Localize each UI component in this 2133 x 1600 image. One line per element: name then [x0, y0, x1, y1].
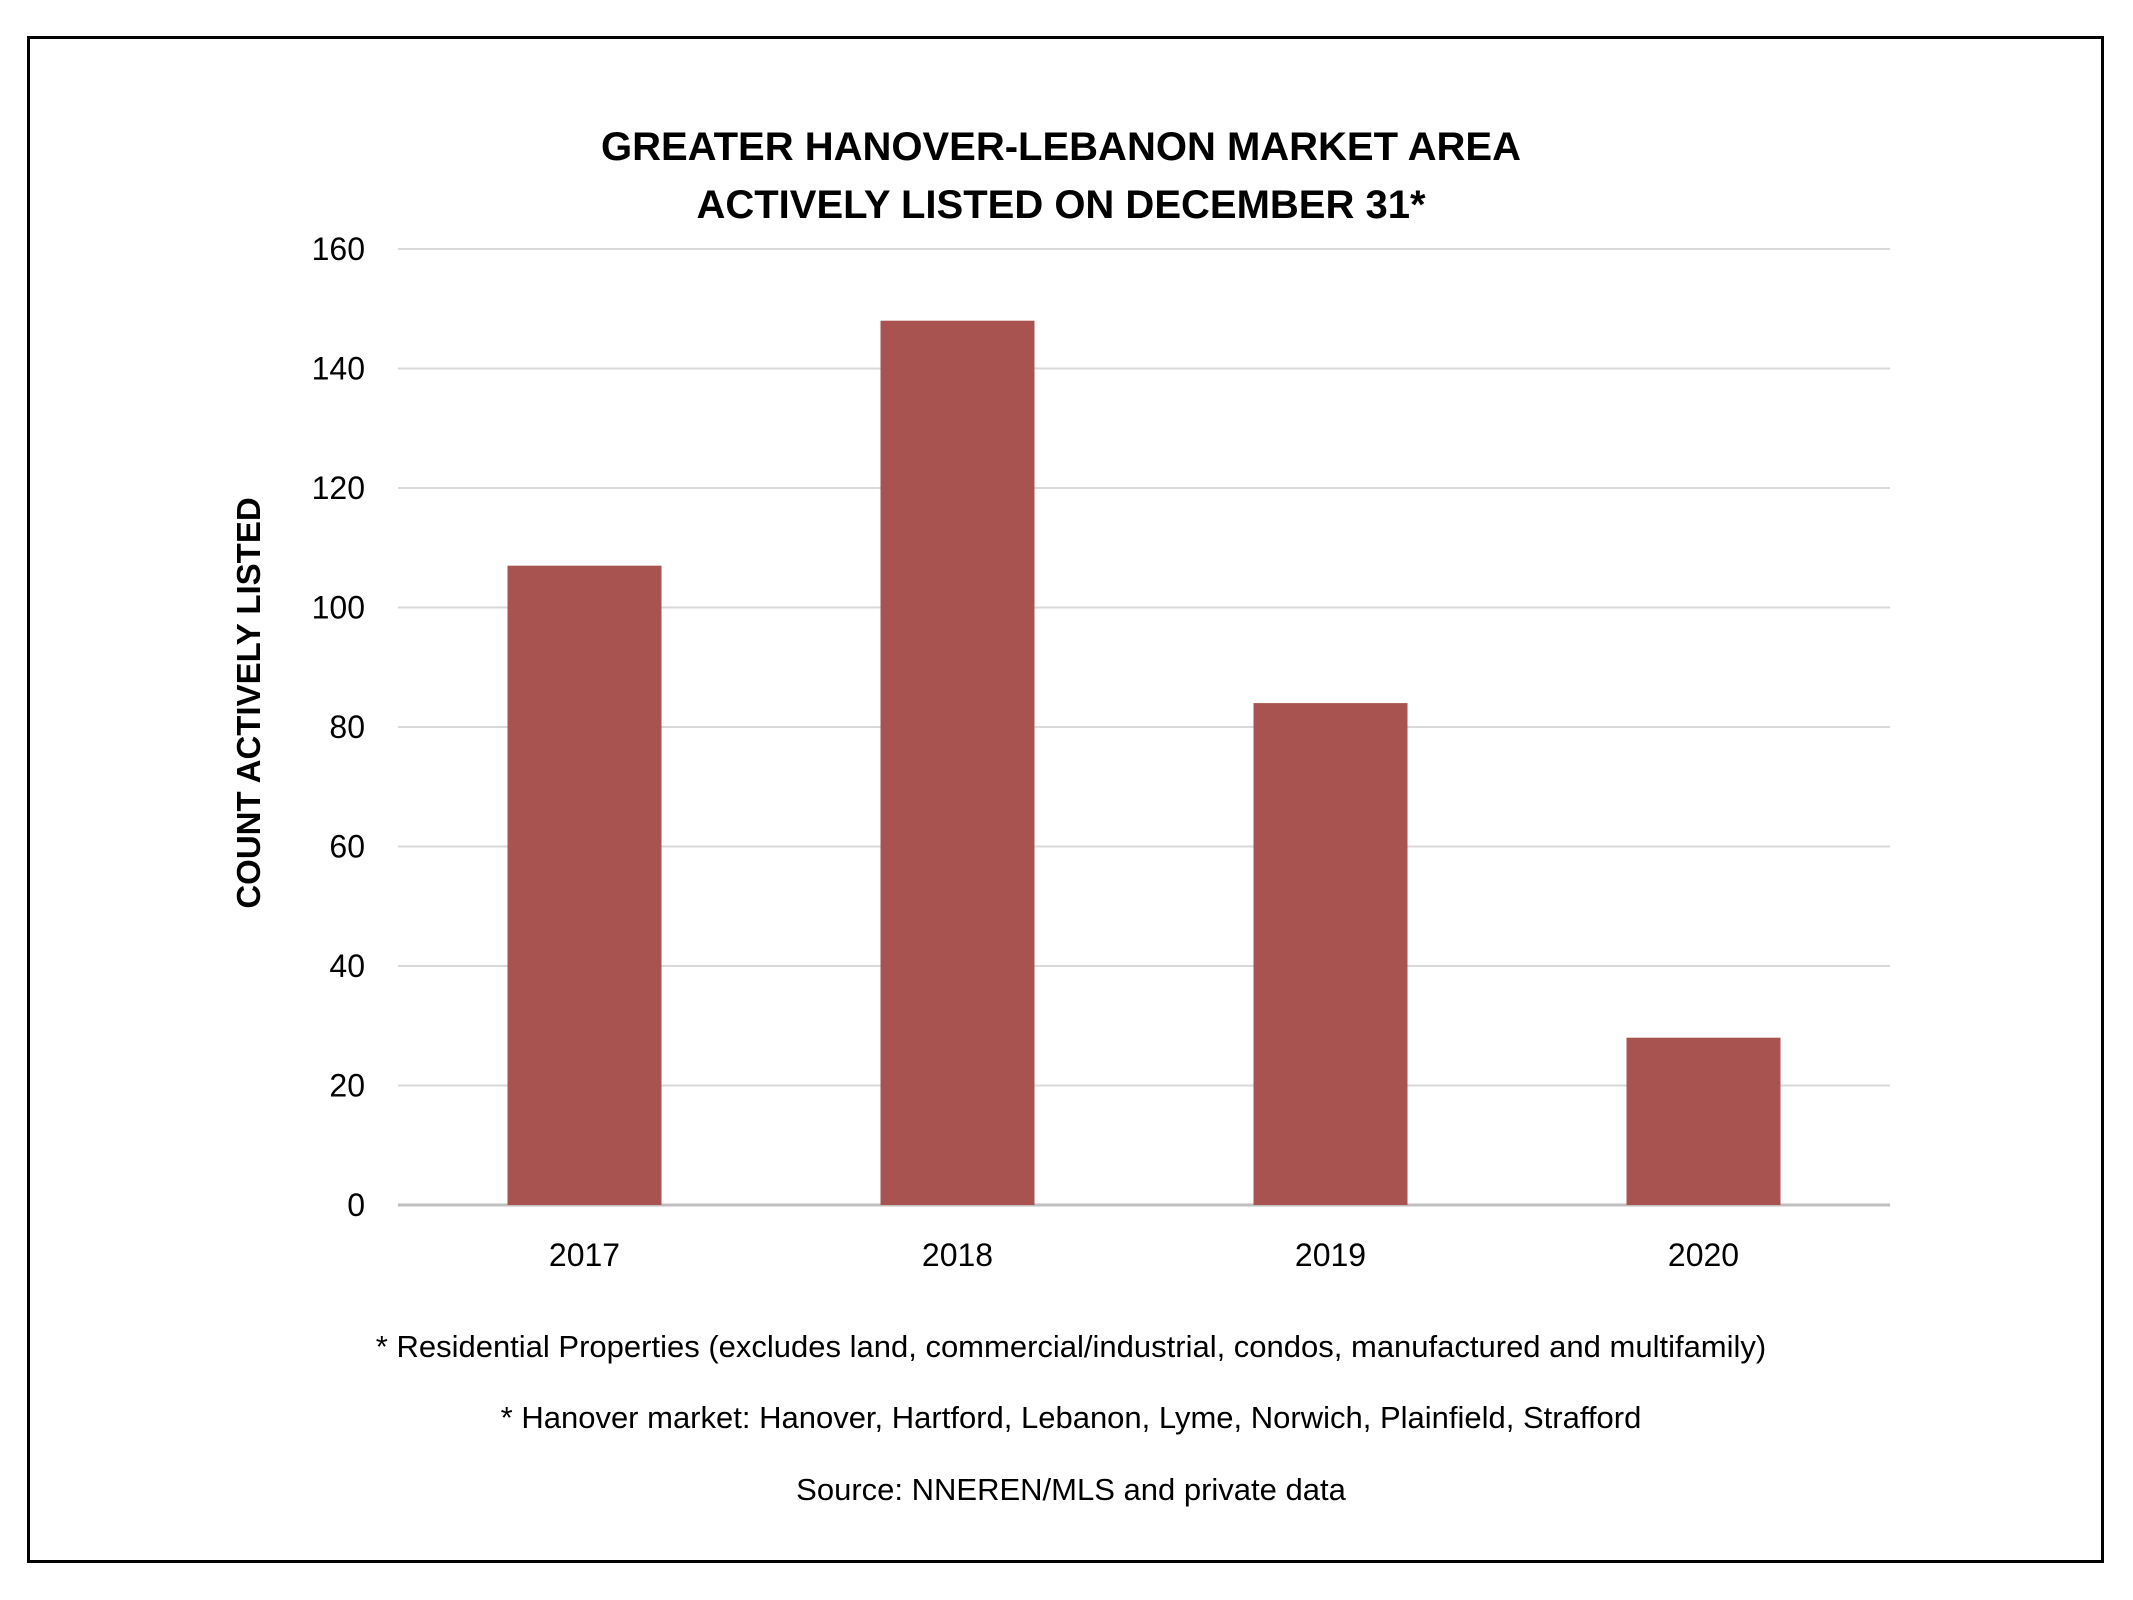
- bar-2017: [507, 565, 662, 1205]
- x-axis-ticks: 2017 2018 2019 2020: [549, 1237, 1739, 1273]
- y-tick-label: 40: [329, 948, 365, 984]
- footnote-residential: * Residential Properties (excludes land,…: [376, 1329, 1766, 1364]
- x-tick-label: 2017: [549, 1237, 620, 1273]
- y-tick-label: 0: [347, 1187, 365, 1223]
- y-axis-label: COUNT ACTIVELY LISTED: [230, 497, 267, 908]
- y-axis-ticks: 0 20 40 60 80 100 120 140 160: [312, 231, 365, 1223]
- bar-2020: [1626, 1037, 1781, 1205]
- chart-title-line-1: GREATER HANOVER-LEBANON MARKET AREA: [601, 125, 1521, 169]
- chart-title-line-2: ACTIVELY LISTED ON DECEMBER 31*: [696, 183, 1425, 227]
- footnote-hanover-market: * Hanover market: Hanover, Hartford, Leb…: [501, 1400, 1642, 1435]
- x-tick-label: 2018: [922, 1237, 993, 1273]
- y-tick-label: 100: [312, 590, 365, 626]
- y-tick-label: 80: [329, 709, 365, 745]
- y-tick-label: 20: [329, 1068, 365, 1104]
- footnote-source: Source: NNEREN/MLS and private data: [796, 1472, 1346, 1507]
- y-tick-label: 120: [312, 470, 365, 506]
- y-tick-label: 160: [312, 231, 365, 267]
- bars: [507, 320, 1781, 1205]
- y-tick-label: 140: [312, 351, 365, 387]
- x-tick-label: 2020: [1668, 1237, 1739, 1273]
- y-tick-label: 60: [329, 829, 365, 865]
- chart-frame: [27, 36, 2104, 1563]
- x-tick-label: 2019: [1295, 1237, 1366, 1273]
- bar-2018: [880, 320, 1035, 1205]
- bar-2019: [1253, 703, 1408, 1205]
